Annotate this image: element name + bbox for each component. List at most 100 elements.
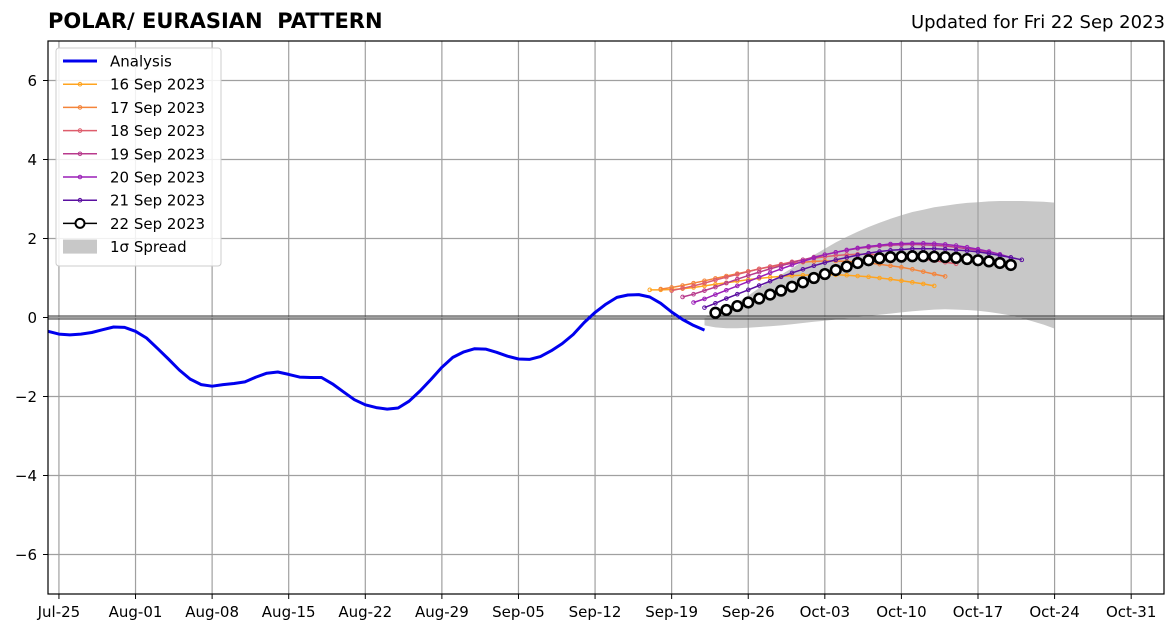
forecast-point bbox=[928, 250, 941, 263]
forecast-point bbox=[855, 273, 860, 279]
forecast-point bbox=[753, 292, 766, 305]
forecast-line bbox=[649, 274, 935, 291]
forecast-point bbox=[993, 256, 1006, 270]
forecast-point bbox=[691, 300, 696, 305]
legend-box bbox=[55, 47, 222, 267]
forecast-point bbox=[851, 256, 864, 270]
forecast-point bbox=[789, 262, 795, 268]
forecast-point bbox=[713, 292, 718, 297]
forecast-point bbox=[855, 245, 860, 251]
x-tick-label: Aug-01 bbox=[109, 603, 163, 621]
x-tick-label: Oct-10 bbox=[876, 603, 926, 621]
x-tick-label: Sep-26 bbox=[722, 603, 775, 621]
forecast-point bbox=[942, 242, 948, 247]
forecast-point bbox=[931, 271, 937, 277]
forecast-point bbox=[888, 241, 893, 247]
forecast-point bbox=[862, 254, 875, 267]
forecast-point bbox=[724, 274, 729, 280]
chart-title: POLAR/ EURASIAN PATTERN bbox=[48, 9, 383, 33]
forecast-point bbox=[745, 279, 751, 284]
forecast-point bbox=[971, 254, 985, 267]
forecast-point bbox=[800, 259, 806, 264]
legend-label: 20 Sep 2023 bbox=[110, 169, 205, 187]
x-tick-label: Oct-03 bbox=[800, 603, 850, 621]
forecast-point bbox=[844, 252, 850, 257]
forecast-point bbox=[745, 287, 751, 293]
legend-marker bbox=[77, 174, 83, 180]
tick-layer: Jul-25 Aug-01 Aug-08 Aug-15 Aug-22 Aug-29 Sep-… bbox=[15, 72, 1157, 621]
y-tick-label: 2 bbox=[27, 230, 37, 248]
forecast-point bbox=[702, 296, 707, 302]
y-tick-label: −4 bbox=[15, 467, 37, 485]
forecast-point bbox=[1004, 258, 1017, 272]
forecast-point bbox=[811, 255, 817, 261]
legend: Analysis 16 Sep 2023 17 Sep 2023 18 Sep 202… bbox=[55, 47, 222, 267]
forecast-point bbox=[931, 283, 937, 289]
x-tick-label: Aug-08 bbox=[185, 603, 239, 621]
legend-marker bbox=[77, 81, 83, 87]
x-tick-label: Oct-17 bbox=[953, 603, 1003, 621]
forecast-point bbox=[724, 280, 729, 286]
forecast-point bbox=[833, 257, 839, 263]
forecast-point bbox=[931, 241, 937, 246]
forecast-point bbox=[778, 266, 784, 272]
legend-swatch bbox=[63, 239, 97, 254]
forecast-point bbox=[789, 273, 795, 278]
legend-label: Analysis bbox=[110, 53, 172, 71]
forecast-point bbox=[691, 283, 696, 289]
forecast-point bbox=[742, 296, 755, 309]
forecast-point bbox=[1019, 257, 1025, 263]
legend-label: 17 Sep 2023 bbox=[110, 99, 205, 117]
forecast-series bbox=[702, 246, 1025, 310]
forecast-point bbox=[734, 291, 740, 297]
x-tick-label: Aug-15 bbox=[262, 603, 316, 621]
legend-label: 16 Sep 2023 bbox=[110, 76, 205, 94]
forecast-point bbox=[986, 251, 992, 256]
forecast-point bbox=[680, 283, 685, 288]
forecast-point bbox=[724, 296, 729, 301]
forecast-point bbox=[734, 276, 740, 282]
forecast-point bbox=[953, 247, 959, 253]
forecast-point bbox=[910, 240, 915, 246]
forecast-point bbox=[975, 249, 981, 255]
forecast-point bbox=[899, 265, 904, 270]
forecast-point bbox=[713, 277, 718, 283]
legend-label: 18 Sep 2023 bbox=[110, 122, 205, 140]
forecast-point bbox=[658, 286, 664, 292]
x-tick-label: Sep-05 bbox=[492, 603, 545, 621]
x-tick-label: Oct-31 bbox=[1106, 603, 1156, 621]
forecast-point bbox=[895, 250, 908, 263]
forecast-point bbox=[920, 281, 926, 287]
forecast-point bbox=[942, 246, 948, 252]
forecast-point bbox=[866, 244, 871, 249]
forecast-point bbox=[866, 274, 871, 280]
forecast-point bbox=[680, 294, 685, 300]
legend-label: 19 Sep 2023 bbox=[110, 145, 205, 163]
forecast-point bbox=[785, 280, 799, 293]
analysis-line bbox=[47, 293, 706, 411]
forecast-point bbox=[702, 305, 707, 310]
forecast-point bbox=[920, 240, 926, 246]
legend-marker bbox=[74, 217, 86, 229]
forecast-point bbox=[691, 280, 696, 286]
forecast-point bbox=[702, 288, 707, 293]
legend-marker bbox=[77, 151, 83, 157]
forecast-point bbox=[800, 267, 806, 272]
forecast-point bbox=[899, 241, 904, 246]
forecast-point bbox=[731, 299, 744, 313]
legend-label: 1σ Spread bbox=[110, 238, 187, 256]
forecast-point bbox=[647, 287, 653, 293]
x-tick-label: Sep-19 bbox=[645, 603, 698, 621]
forecast-point bbox=[855, 252, 860, 258]
forecast-point bbox=[724, 287, 729, 293]
forecast-point bbox=[884, 250, 897, 264]
x-tick-label: Aug-22 bbox=[338, 603, 392, 621]
forecast-line bbox=[660, 260, 946, 290]
forecast-point bbox=[796, 276, 810, 289]
forecast-point bbox=[702, 283, 707, 289]
forecast-point bbox=[764, 288, 777, 301]
x-tick-label: Sep-12 bbox=[569, 603, 622, 621]
forecast-point bbox=[906, 250, 919, 263]
forecast-point bbox=[818, 267, 831, 281]
